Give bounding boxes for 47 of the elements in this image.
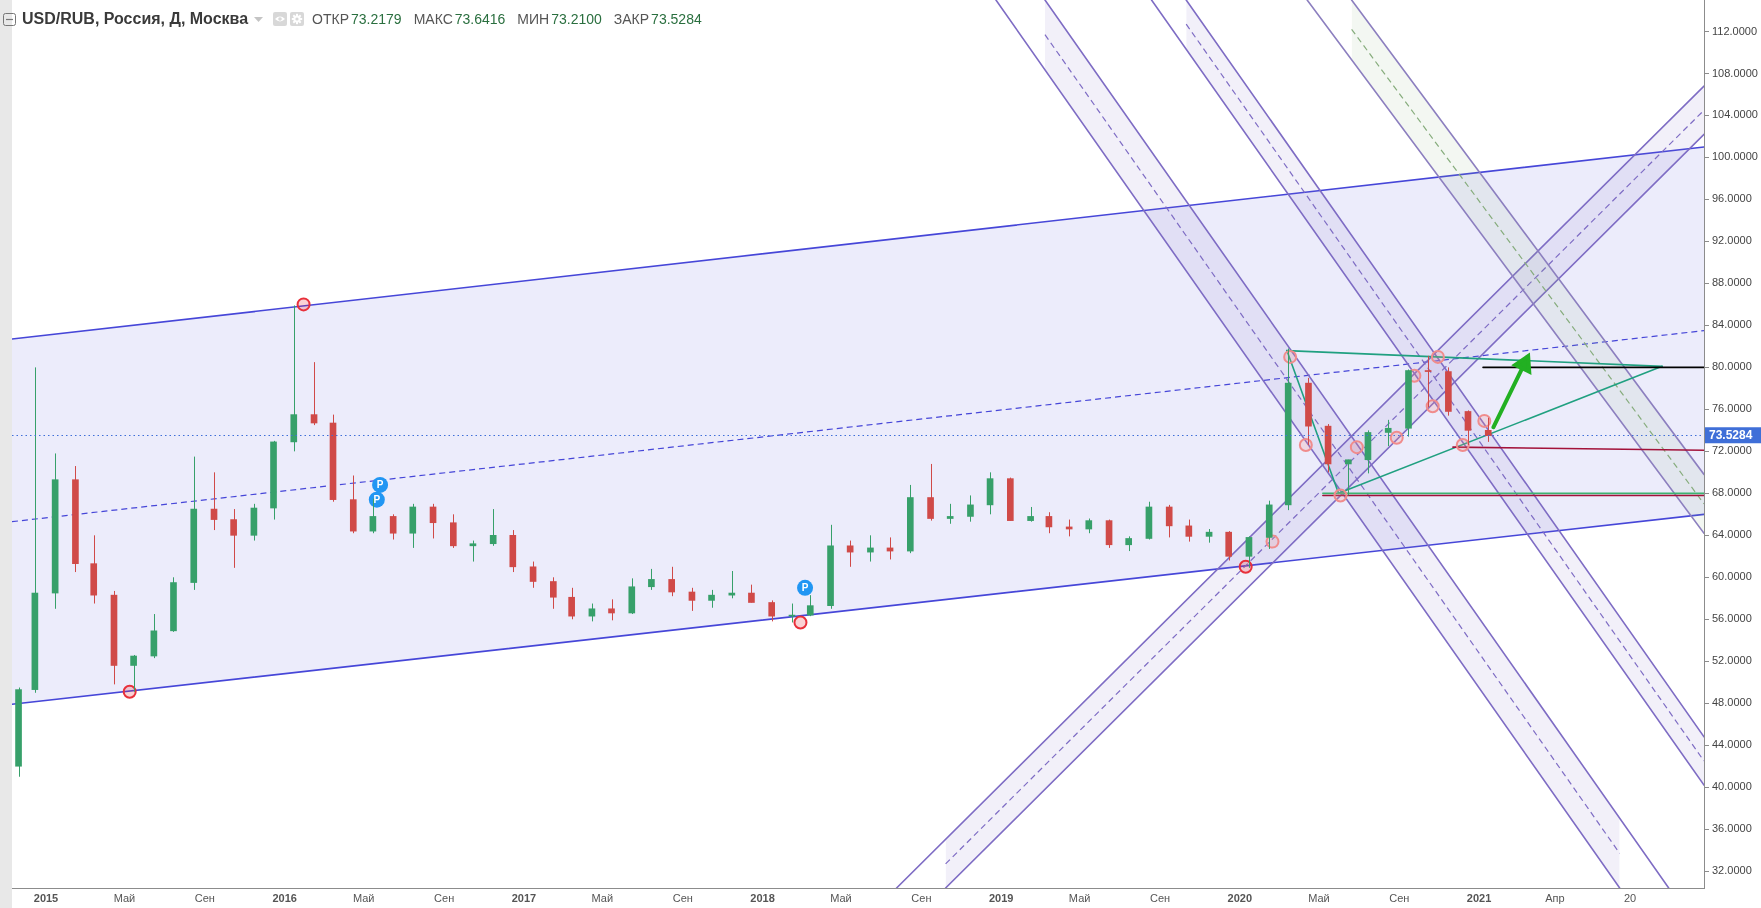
y-tick-label: 56.0000 <box>1712 612 1752 625</box>
x-tick-label: 2021 <box>1466 891 1492 904</box>
y-tick-label: 48.0000 <box>1712 696 1752 709</box>
x-tick-label: Май <box>591 891 614 904</box>
y-tick-label: 60.0000 <box>1712 570 1752 583</box>
x-tick-label: 2020 <box>1227 891 1253 904</box>
ref-line-label: 73.5284 <box>1709 428 1753 443</box>
y-tick-label: 104.0000 <box>1712 108 1758 121</box>
y-tick-label: 32.0000 <box>1712 864 1752 877</box>
x-tick-label: 2019 <box>988 891 1014 904</box>
text: USD/RUB, Россия, Д, Москва <box>22 10 249 28</box>
y-tick-label: 80.0000 <box>1712 360 1752 373</box>
y-tick-label: 52.0000 <box>1712 654 1752 667</box>
y-tick-label: 92.0000 <box>1712 234 1752 247</box>
y-tick-label: 88.0000 <box>1712 276 1752 289</box>
x-tick-label: Май <box>352 891 375 904</box>
y-tick-label: 40.0000 <box>1712 780 1752 793</box>
y-tick-label: 84.0000 <box>1712 318 1752 331</box>
x-tick-label: 2018 <box>750 891 775 904</box>
y-tick-label: 36.0000 <box>1712 822 1752 835</box>
data-label: P <box>373 493 381 505</box>
x-tick-label: Май <box>1308 891 1330 904</box>
x-tick-label: 2015 <box>33 891 59 904</box>
x-tick-label: Май <box>113 891 136 904</box>
y-tick-label: 108.0000 <box>1712 66 1758 79</box>
x-tick-label: Сен <box>1389 891 1410 904</box>
x-tick-label: Сен <box>1149 891 1171 904</box>
x-tick-label: Сен <box>194 891 215 904</box>
data-label: P <box>801 582 809 594</box>
x-tick-label: Май <box>1068 891 1091 904</box>
y-tick-label: 44.0000 <box>1712 738 1752 751</box>
x-tick-label: Май <box>830 891 852 904</box>
x-tick-label: Апр <box>1545 891 1565 904</box>
x-tick-label: 20 <box>1624 891 1637 904</box>
y-tick-label: 100.0000 <box>1712 150 1758 163</box>
x-tick-label: Сен <box>434 891 455 904</box>
y-tick-label: 64.0000 <box>1712 528 1752 541</box>
y-tick-label: 72.0000 <box>1712 444 1752 457</box>
x-tick-label: Сен <box>672 891 693 904</box>
y-tick-label: 96.0000 <box>1712 192 1752 205</box>
y-tick-label: 112.0000 <box>1712 24 1758 37</box>
x-tick-label: Сен <box>911 891 932 904</box>
y-tick-label: 68.0000 <box>1712 486 1752 499</box>
x-tick-label: 2017 <box>511 891 537 904</box>
data-label: P <box>376 479 384 491</box>
x-tick-label: 2016 <box>272 891 297 904</box>
y-tick-label: 76.0000 <box>1712 402 1752 415</box>
